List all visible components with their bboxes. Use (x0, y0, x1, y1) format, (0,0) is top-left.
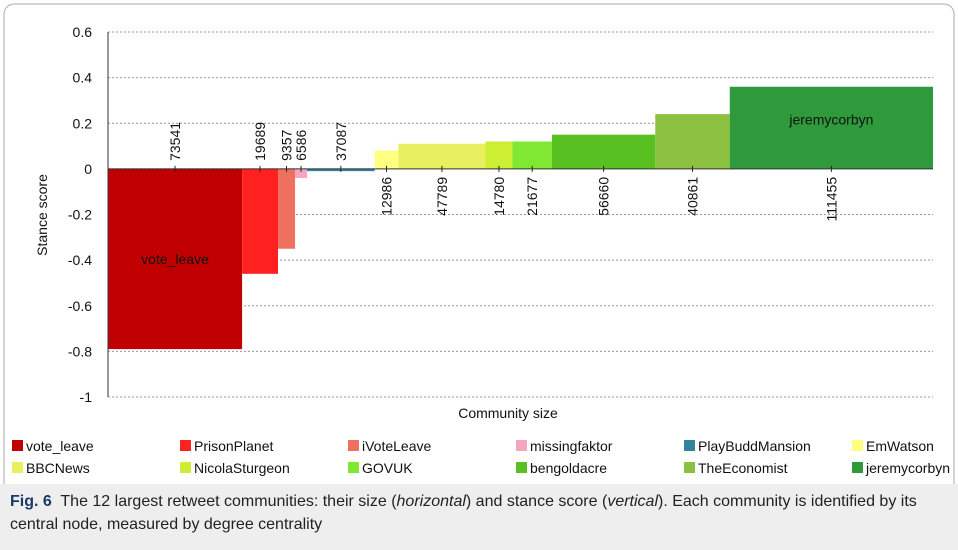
y-tick-label: 0.6 (73, 24, 93, 40)
legend-swatch (180, 440, 191, 451)
caption-text: horizontal (396, 493, 466, 510)
size-label: 73541 (167, 122, 183, 161)
size-label: 9357 (279, 130, 295, 161)
bar (398, 143, 486, 169)
y-tick-label: -0.6 (68, 298, 92, 314)
legend-label: NicolaSturgeon (194, 460, 290, 476)
size-label: 21677 (524, 177, 540, 216)
legend-label: jeremycorbyn (865, 460, 950, 476)
legend-swatch (852, 440, 863, 451)
caption-text: ) and stance score ( (465, 493, 608, 510)
caption-text: The 12 largest retweet communities: thei… (60, 493, 397, 510)
size-label: 37087 (333, 122, 349, 161)
y-tick-label: -0.4 (68, 252, 92, 268)
legend-label: PrisonPlanet (194, 438, 273, 454)
y-tick-label: 0.2 (73, 115, 93, 131)
bar (512, 141, 552, 169)
legend-label: missingfaktor (530, 438, 613, 454)
bar-annotation: vote_leave (141, 251, 209, 267)
legend-swatch (516, 440, 527, 451)
bar (277, 168, 296, 249)
caption-label: Fig. 6 (10, 493, 52, 510)
size-label: 6586 (293, 130, 309, 161)
legend-swatch (180, 462, 191, 473)
size-label: 40861 (685, 177, 701, 216)
size-label: 47789 (434, 177, 450, 216)
size-label: 12986 (379, 177, 395, 216)
bar (295, 168, 308, 178)
bar (551, 134, 656, 169)
y-tick-label: -0.2 (68, 207, 92, 223)
legend-swatch (852, 462, 863, 473)
legend-label: GOVUK (362, 460, 413, 476)
y-tick-label: -1 (80, 389, 93, 405)
legend-swatch (516, 462, 527, 473)
y-tick-label: -0.8 (68, 343, 92, 359)
legend-label: vote_leave (26, 438, 94, 454)
legend-label: PlayBuddMansion (698, 438, 811, 454)
bar-annotation: jeremycorbyn (788, 112, 873, 128)
size-label: 56660 (596, 177, 612, 216)
y-tick-label: 0 (84, 161, 92, 177)
caption-text: vertical (607, 493, 658, 510)
bar (374, 150, 399, 169)
caption-text: ). Each community is identified by its c… (10, 493, 917, 533)
legend-swatch (348, 440, 359, 451)
legend-label: BBCNews (26, 460, 90, 476)
legend-label: iVoteLeave (362, 438, 431, 454)
y-axis-label: Stance score (34, 174, 50, 256)
legend-swatch (684, 440, 695, 451)
legend-swatch (12, 462, 23, 473)
bar (655, 114, 730, 169)
size-label: 14780 (491, 177, 507, 216)
size-label: 19689 (252, 122, 268, 161)
legend-label: bengoldacre (530, 460, 607, 476)
bar (729, 86, 933, 169)
bar (485, 141, 513, 169)
x-axis-label: Community size (458, 405, 558, 421)
caption: Fig. 6 The 12 largest retweet communitie… (0, 484, 958, 550)
y-tick-label: 0.4 (73, 70, 93, 86)
bar (108, 168, 243, 350)
legend-swatch (684, 462, 695, 473)
bar (242, 168, 278, 274)
chart: Stance score Community size 0.6 0.4 0.2 0 -0… (3, 3, 955, 495)
legend-swatch (348, 462, 359, 473)
legend-label: TheEconomist (698, 460, 788, 476)
size-label: 111455 (823, 177, 839, 222)
legend-swatch (12, 440, 23, 451)
legend-label: EmWatson (866, 438, 934, 454)
